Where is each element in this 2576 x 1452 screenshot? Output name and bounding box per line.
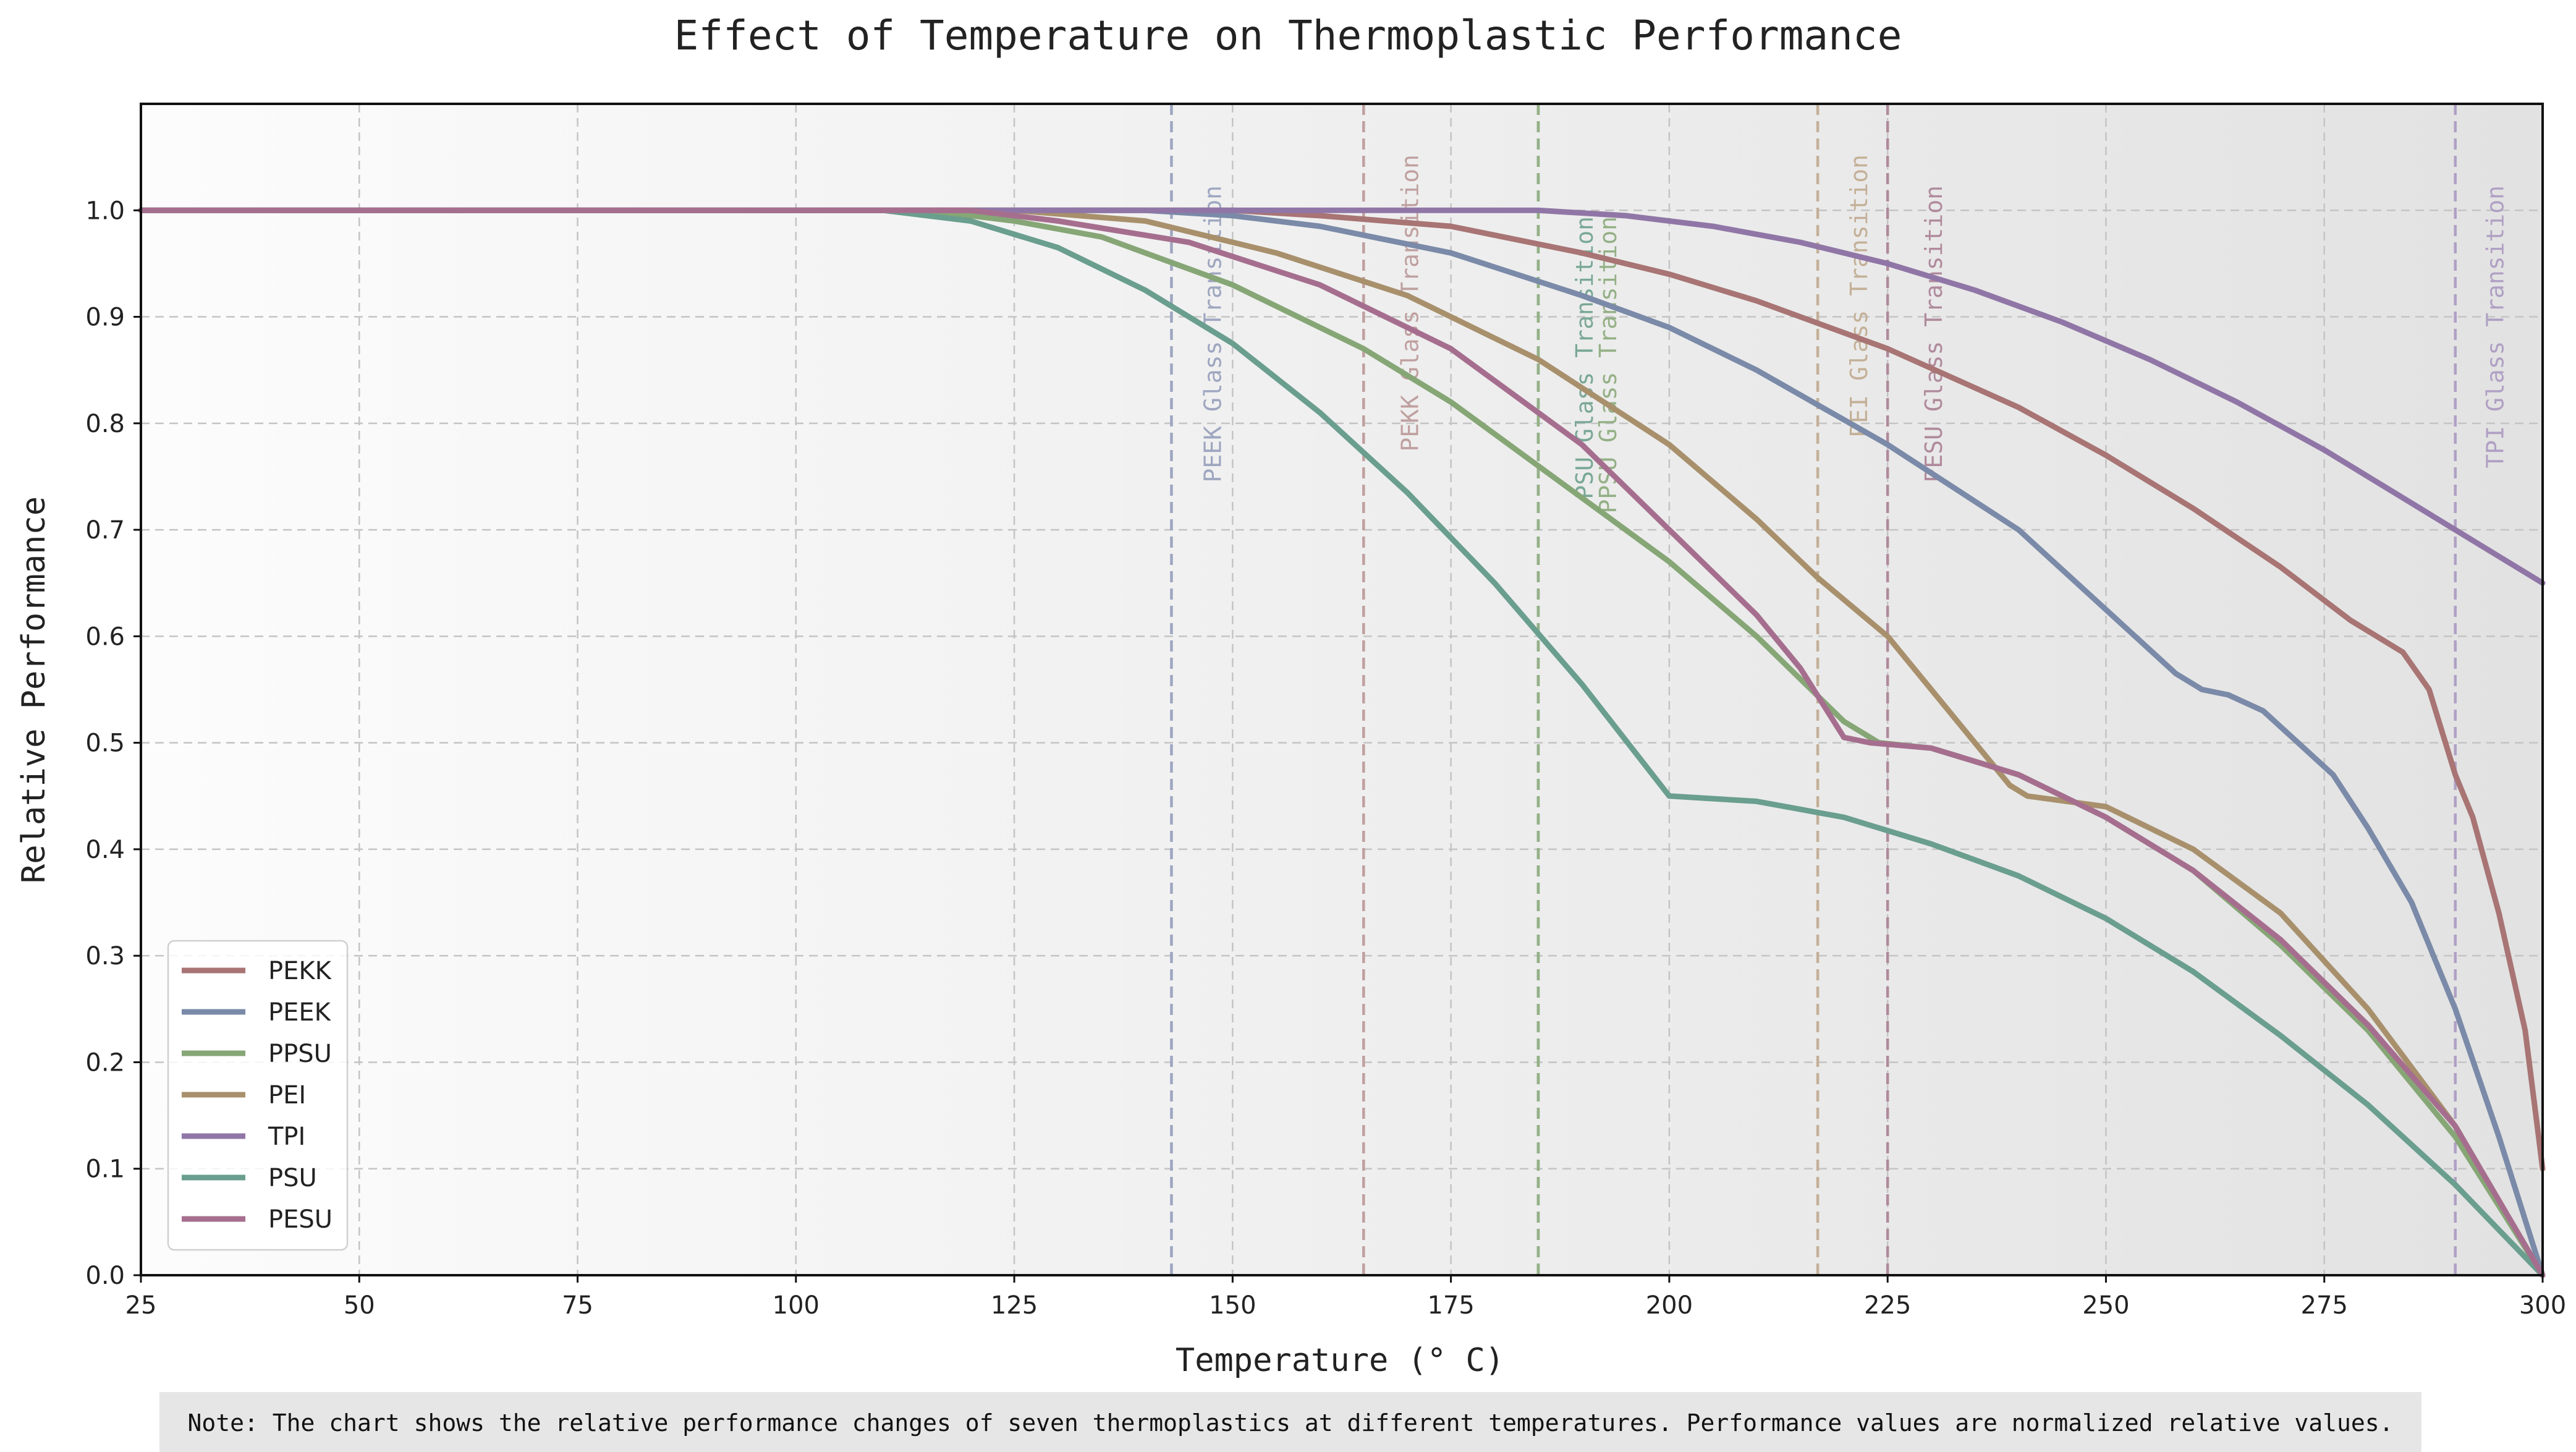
legend-box [167, 940, 349, 1251]
y-tick-label: 0.4 [85, 836, 125, 864]
plot-background [141, 104, 2543, 1275]
legend-label: TPI [268, 1123, 305, 1151]
x-tick-label: 100 [773, 1291, 820, 1320]
legend-label: PPSU [268, 1040, 332, 1068]
y-tick-label: 0.8 [85, 410, 125, 438]
legend-label: PEI [268, 1081, 306, 1110]
series-line-tpi [138, 207, 2546, 586]
plot-frame [140, 103, 2544, 1276]
x-tick-label: 250 [2082, 1291, 2129, 1320]
x-tick-label: 275 [2301, 1291, 2348, 1320]
series-line-ppsu [138, 207, 2546, 1278]
x-tick-label: 300 [2519, 1291, 2566, 1320]
glass-transition-label: PESU Glass Transition [1920, 185, 1947, 482]
x-tick-label: 200 [1646, 1291, 1693, 1320]
legend-label: PEEK [268, 998, 332, 1027]
y-tick-label: 1.0 [85, 197, 125, 225]
legend-label: PESU [268, 1205, 333, 1234]
legend: PEKK PEEK PPSU PEI TPI PSU PESU [167, 940, 349, 1251]
glass-transition-label: PEI Glass Transition [1845, 155, 1873, 438]
chart-title: Effect of Temperature on Thermoplastic P… [674, 12, 1902, 59]
y-tick-label: 0.1 [85, 1155, 125, 1184]
x-tick-label: 25 [125, 1291, 157, 1320]
x-axis-label: Temperature (° C) [1176, 1342, 1504, 1379]
x-tick-label: 75 [562, 1291, 593, 1320]
x-tick-label: 50 [344, 1291, 375, 1320]
x-tick-label: 125 [991, 1291, 1038, 1320]
series-line-peek [138, 207, 2546, 1278]
series-line-pekk [138, 207, 2546, 1172]
y-tick-label: 0.2 [85, 1048, 125, 1077]
axis-ticks: 25 50 75 100 125 150 175 200 225 250 275 300 0.0 0.1 0… [85, 197, 2566, 1320]
glass-transition-label: TPI Glass Transition [2482, 185, 2509, 469]
series-lines [138, 207, 2546, 1278]
glass-transition-label: PSU Glass Transition [1571, 216, 1598, 499]
series-line-psu [138, 207, 2546, 1278]
series-line-pesu [138, 207, 2546, 1278]
y-tick-label: 0.0 [85, 1262, 125, 1290]
chart-note: Note: The chart shows the relative perfo… [159, 1392, 2421, 1452]
x-tick-label: 150 [1209, 1291, 1256, 1320]
y-tick-label: 0.5 [85, 729, 125, 758]
series-line-pei [138, 207, 2546, 1278]
y-tick-label: 0.6 [85, 622, 125, 651]
y-axis-label: Relative Performance [15, 496, 53, 883]
x-tick-label: 225 [1864, 1291, 1911, 1320]
legend-label: PSU [268, 1164, 317, 1192]
legend-label: PEKK [268, 957, 333, 985]
x-tick-label: 175 [1427, 1291, 1474, 1320]
y-tick-label: 0.7 [85, 516, 125, 545]
y-tick-label: 0.3 [85, 942, 125, 970]
y-tick-label: 0.9 [85, 304, 125, 332]
